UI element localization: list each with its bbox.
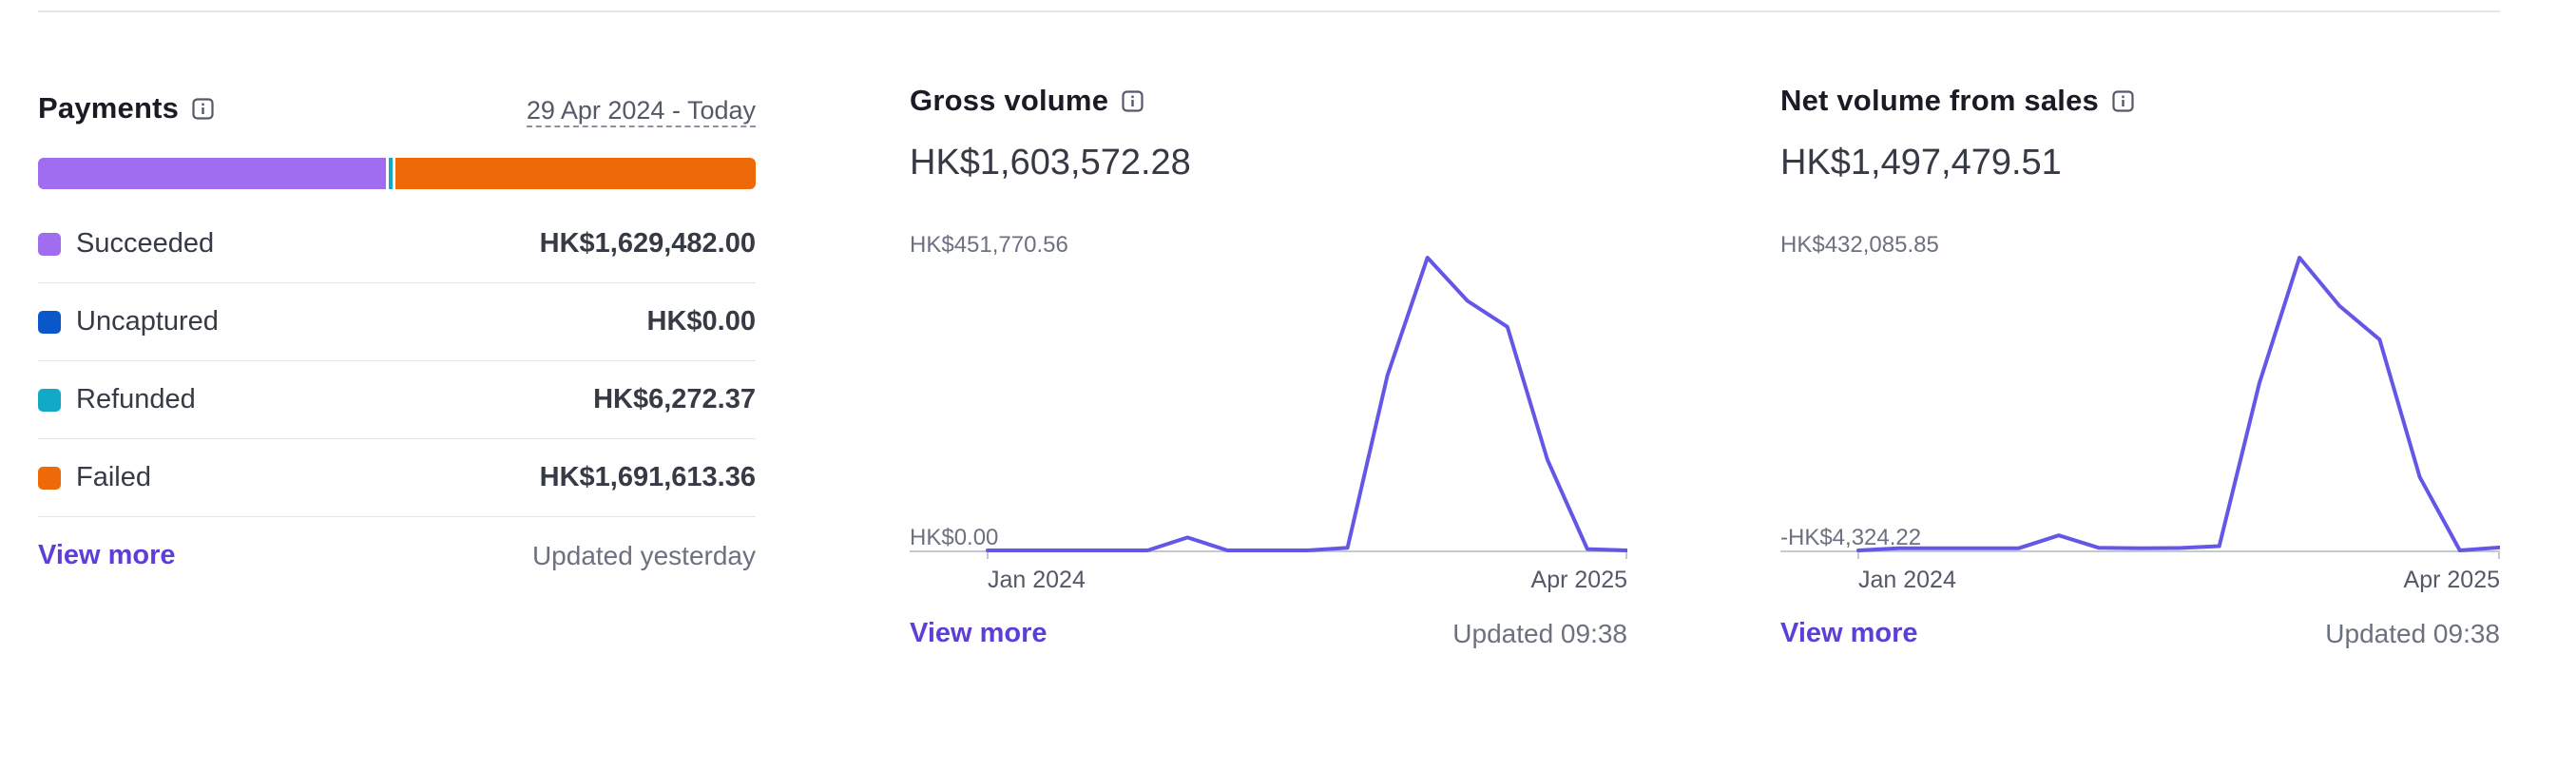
info-icon[interactable] bbox=[192, 97, 214, 120]
info-icon[interactable] bbox=[1122, 89, 1144, 112]
status-label: Failed bbox=[76, 462, 151, 492]
status-row-succeeded: Succeeded HK$1,629,482.00 bbox=[38, 205, 756, 283]
net-volume-amount: HK$1,497,479.51 bbox=[1780, 143, 2062, 183]
succeeded-swatch bbox=[38, 232, 61, 256]
status-value: HK$1,691,613.36 bbox=[539, 462, 756, 492]
series-line bbox=[1856, 256, 2500, 552]
info-icon[interactable] bbox=[2112, 89, 2134, 112]
payment-status-list: Succeeded HK$1,629,482.00 Uncaptured HK$… bbox=[38, 205, 756, 517]
status-label: Refunded bbox=[76, 384, 196, 414]
updated-timestamp: Updated 09:38 bbox=[2325, 618, 2500, 648]
bar-gap bbox=[385, 158, 389, 189]
gross-volume-footer: View more Updated 09:38 bbox=[910, 618, 1627, 649]
updated-timestamp: Updated 09:38 bbox=[1452, 618, 1627, 648]
failed-swatch bbox=[38, 466, 61, 490]
status-row-failed: Failed HK$1,691,613.36 bbox=[38, 439, 756, 517]
net-volume-header: Net volume from sales bbox=[1780, 84, 2134, 118]
date-range-selector[interactable]: 29 Apr 2024 - Today bbox=[526, 96, 756, 127]
gross-volume-title: Gross volume bbox=[910, 84, 1109, 117]
bar-gap bbox=[392, 158, 395, 189]
payments-status-bar bbox=[38, 158, 756, 189]
y-axis-max-label: HK$451,770.56 bbox=[910, 232, 1068, 258]
bar-segment-succeeded bbox=[38, 158, 386, 189]
payments-header: Payments bbox=[38, 91, 214, 125]
x-axis-end-label: Apr 2025 bbox=[2404, 567, 2500, 593]
payments-title: Payments bbox=[38, 91, 180, 125]
status-row-uncaptured: Uncaptured HK$0.00 bbox=[38, 283, 756, 361]
series-line bbox=[986, 256, 1627, 552]
x-axis-end-label: Apr 2025 bbox=[1531, 567, 1627, 593]
gross-volume-amount: HK$1,603,572.28 bbox=[910, 143, 1191, 183]
y-axis-min-label: -HK$4,324.22 bbox=[1780, 525, 1921, 550]
view-more-link[interactable]: View more bbox=[1780, 618, 1918, 648]
uncaptured-swatch bbox=[38, 310, 61, 334]
bar-segment-failed bbox=[394, 158, 756, 189]
status-value: HK$0.00 bbox=[646, 306, 756, 337]
y-axis-min-label: HK$0.00 bbox=[910, 525, 998, 550]
status-value: HK$6,272.37 bbox=[593, 384, 756, 414]
payments-footer: View more Updated yesterday bbox=[38, 540, 756, 571]
x-axis-start-label: Jan 2024 bbox=[1858, 567, 1956, 593]
status-row-refunded: Refunded HK$6,272.37 bbox=[38, 361, 756, 439]
view-more-link[interactable]: View more bbox=[38, 540, 176, 570]
status-label: Uncaptured bbox=[76, 306, 219, 337]
top-divider bbox=[38, 10, 2500, 12]
gross-volume-chart[interactable]: HK$451,770.56 HK$0.00 Jan 2024 Apr 2025 bbox=[910, 228, 1627, 599]
view-more-link[interactable]: View more bbox=[910, 618, 1048, 648]
net-volume-title: Net volume from sales bbox=[1780, 84, 2099, 117]
status-value: HK$1,629,482.00 bbox=[539, 228, 756, 259]
bar-segment-refunded bbox=[388, 158, 393, 189]
y-axis-max-label: HK$432,085.85 bbox=[1780, 232, 1939, 258]
gross-volume-header: Gross volume bbox=[910, 84, 1144, 118]
updated-timestamp: Updated yesterday bbox=[531, 540, 756, 570]
refunded-swatch bbox=[38, 388, 61, 412]
net-volume-chart[interactable]: HK$432,085.85 -HK$4,324.22 Jan 2024 Apr 202… bbox=[1780, 228, 2500, 599]
net-volume-footer: View more Updated 09:38 bbox=[1780, 618, 2500, 649]
x-axis-start-label: Jan 2024 bbox=[988, 567, 1086, 593]
status-label: Succeeded bbox=[76, 228, 215, 259]
